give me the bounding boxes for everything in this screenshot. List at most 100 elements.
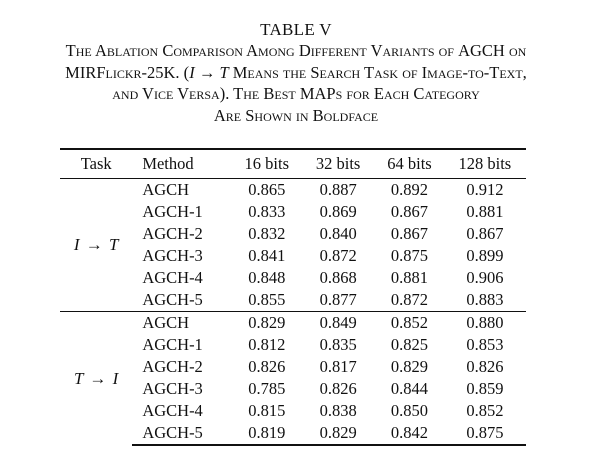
map-value-cell: 0.872 [319, 246, 357, 265]
map-value-cell: 0.832 [248, 224, 286, 243]
map-value-cell: 0.829 [390, 357, 429, 376]
method-cell: AGCH-4 [142, 268, 203, 287]
map-value-cell: 0.829 [232, 311, 302, 334]
map-value-cell: 0.859 [466, 379, 504, 398]
map-value-cell: 0.812 [248, 335, 286, 354]
ablation-table: Task Method 16 bits 32 bits 64 bits 128 … [60, 148, 526, 446]
map-value-cell: 0.852 [375, 311, 444, 334]
map-value-cell: 0.875 [390, 246, 429, 265]
map-value-cell: 0.881 [390, 268, 429, 287]
caption-text: MIRFlickr-25K. ( [65, 62, 190, 82]
map-value-cell: 0.817 [319, 357, 357, 376]
map-value-cell: 0.842 [375, 422, 444, 446]
caption-line-4: Are Shown in Boldface [213, 105, 379, 125]
map-value-cell: 0.849 [301, 311, 376, 334]
group-image-to-text: I → T AGCH 0.865 0.887 0.892 0.912 AGCH-1 0.833… [60, 179, 526, 312]
method-cell: AGCH-2 [142, 357, 203, 376]
caption-line-3: and Vice Versa). The Best MAPs for Each … [0, 83, 592, 105]
map-value-cell: 0.872 [390, 290, 429, 309]
table-row: AGCH-5 0.855 0.877 0.872 0.883 [60, 289, 526, 312]
table-row: AGCH-4 0.848 0.868 0.881 0.906 [60, 267, 526, 289]
map-value-cell: 0.826 [319, 379, 357, 398]
map-value-cell: 0.887 [319, 180, 357, 199]
table-row: AGCH-4 0.815 0.838 0.850 0.852 [60, 400, 526, 422]
method-cell: AGCH-5 [142, 290, 203, 309]
header-16-bits: 16 bits [244, 154, 289, 173]
table-row: AGCH-1 0.812 0.835 0.825 0.853 [60, 334, 526, 356]
map-value-cell: 0.869 [319, 202, 357, 221]
caption-symbol-i: I [189, 62, 195, 82]
table-row: AGCH-1 0.833 0.869 0.867 0.881 [60, 201, 526, 223]
map-value-cell: 0.899 [466, 246, 504, 265]
method-cell: AGCH-3 [142, 379, 203, 398]
map-value-cell: 0.819 [232, 422, 302, 446]
table-row: AGCH-3 0.841 0.872 0.875 0.899 [60, 245, 526, 267]
caption-text: The Ablation Comparison Among Different … [65, 41, 454, 60]
header-row: Task Method 16 bits 32 bits 64 bits 128 … [60, 149, 526, 179]
map-value-cell: 0.785 [248, 379, 286, 398]
method-cell: AGCH-5 [132, 422, 233, 446]
map-value-cell: 0.838 [319, 401, 357, 420]
map-value-cell: 0.815 [248, 401, 286, 420]
caption-text: on [508, 41, 527, 60]
map-value-cell: 0.826 [466, 357, 504, 376]
caption-line-2: MIRFlickr-25K. (I → T Means the Search T… [0, 62, 592, 84]
map-value-cell: 0.844 [390, 379, 429, 398]
task-from: I [73, 235, 80, 254]
map-value-cell: 0.840 [319, 224, 357, 243]
caption-arrow: → [198, 62, 216, 82]
task-cell: I → T [60, 179, 132, 312]
table-row: AGCH-5 0.819 0.829 0.842 0.875 [60, 422, 526, 446]
map-value-cell: 0.912 [466, 180, 504, 199]
caption-text: and Vice Versa). The Best [112, 84, 296, 103]
map-value-cell: 0.880 [443, 311, 526, 334]
method-cell: AGCH [142, 180, 190, 199]
method-cell: AGCH-1 [142, 335, 203, 354]
header-32-bits: 32 bits [315, 154, 361, 173]
task-to: I [112, 368, 119, 388]
task-cell: T → I [60, 311, 133, 445]
map-value-cell: 0.852 [466, 401, 504, 420]
method-cell: AGCH-4 [142, 401, 203, 420]
table-row: T → I AGCH 0.829 0.849 0.852 0.880 [60, 311, 526, 445]
map-value-cell: 0.906 [466, 268, 504, 287]
method-cell: AGCH-2 [142, 224, 203, 243]
task-to: T [109, 235, 119, 254]
method-cell: AGCH-3 [142, 246, 203, 265]
map-value-cell: 0.868 [319, 268, 357, 287]
task-arrow: → [85, 235, 103, 254]
map-value-cell: 0.867 [390, 202, 429, 221]
table-row: I → T AGCH 0.865 0.887 0.892 0.912 [60, 179, 526, 254]
map-value-cell: 0.829 [301, 422, 376, 446]
caption-text: Means the Search Task of Image-to-Text, [232, 62, 527, 82]
caption-line-1: The Ablation Comparison Among Different … [0, 40, 592, 62]
method-cell: AGCH-1 [142, 202, 203, 221]
table-label: TABLE V [260, 20, 332, 39]
map-value-cell: 0.865 [248, 180, 286, 199]
map-value-cell: 0.826 [248, 357, 286, 376]
map-value-cell: 0.848 [248, 268, 286, 287]
header-128-bits: 128 bits [458, 154, 512, 173]
caption-method-name: AGCH [458, 41, 505, 60]
method-cell: AGCH [132, 311, 233, 334]
caption-metric: MAP [299, 84, 336, 103]
caption-text: s for Each Category [335, 84, 480, 103]
map-value-cell: 0.825 [390, 335, 429, 354]
map-value-cell: 0.850 [390, 401, 429, 420]
map-value-cell: 0.867 [466, 224, 504, 243]
map-value-cell: 0.875 [443, 422, 526, 446]
table-row: AGCH-2 0.826 0.817 0.829 0.826 [60, 356, 526, 378]
map-value-cell: 0.867 [390, 224, 429, 243]
map-value-cell: 0.841 [248, 246, 286, 265]
table-caption: TABLE V The Ablation Comparison Among Di… [0, 20, 592, 126]
map-value-cell: 0.883 [466, 290, 504, 309]
task-from: T [73, 368, 84, 388]
map-value-cell: 0.833 [248, 202, 286, 221]
map-value-cell: 0.892 [390, 180, 429, 199]
header-method: Method [142, 154, 194, 173]
header-task: Task [80, 154, 112, 173]
map-value-cell: 0.853 [466, 335, 504, 354]
map-value-cell: 0.855 [248, 290, 286, 309]
map-value-cell: 0.877 [319, 290, 357, 309]
caption-symbol-t: T [219, 62, 229, 82]
